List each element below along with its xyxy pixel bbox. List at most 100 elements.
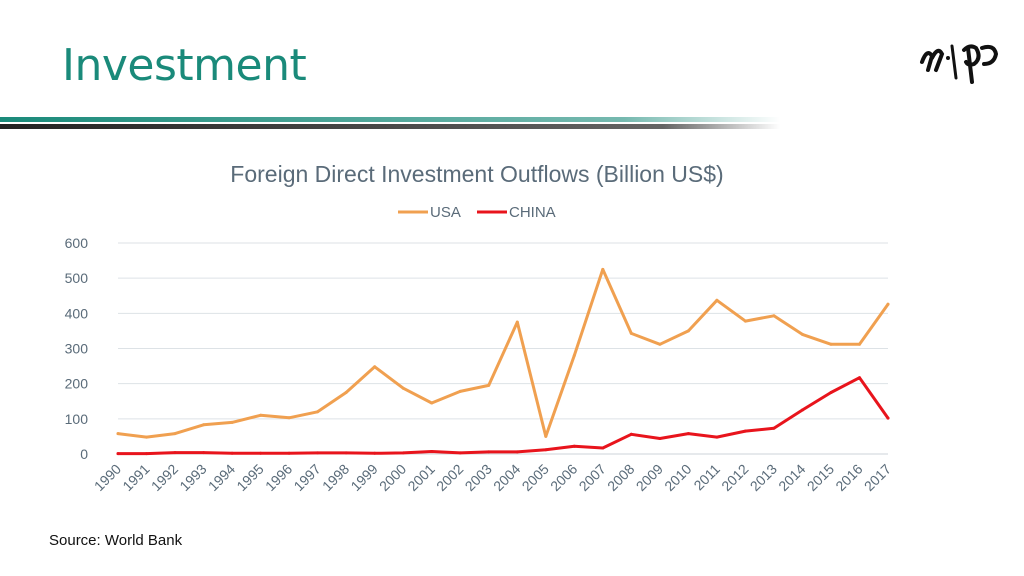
data-point-usa (800, 332, 804, 336)
data-point-china (116, 452, 120, 456)
x-tick-label: 2013 (747, 461, 780, 494)
data-point-usa (259, 413, 263, 417)
y-tick-label: 400 (65, 305, 89, 321)
x-tick-label: 1991 (119, 461, 152, 494)
x-tick-label: 2006 (547, 461, 580, 494)
data-point-china (173, 451, 177, 455)
x-tick-label: 1990 (91, 461, 124, 494)
fdi-outflows-chart: Foreign Direct Investment Outflows (Bill… (65, 161, 895, 494)
data-point-china (572, 444, 576, 448)
x-tick-label: 2005 (519, 461, 552, 494)
data-point-usa (344, 391, 348, 394)
data-point-usa (145, 435, 148, 439)
x-tick-label: 2017 (861, 461, 894, 494)
y-tick-label: 300 (65, 341, 89, 357)
data-point-china (515, 450, 519, 454)
x-tick-label: 2011 (690, 461, 723, 494)
data-point-usa (658, 342, 662, 346)
data-point-china (829, 391, 833, 394)
data-point-china (886, 416, 890, 420)
data-point-usa (629, 331, 633, 335)
data-point-china (259, 451, 263, 455)
data-point-usa (544, 434, 548, 438)
data-point-usa (572, 354, 576, 357)
x-tick-label: 1995 (233, 461, 266, 494)
x-tick-label: 1992 (148, 461, 181, 494)
data-point-china (743, 429, 747, 433)
x-tick-label: 2007 (576, 461, 609, 494)
data-point-usa (886, 302, 890, 306)
data-point-china (316, 451, 320, 455)
x-tick-label: 2016 (832, 461, 865, 494)
x-tick-label: 2004 (490, 461, 523, 494)
chart-title: Foreign Direct Investment Outflows (Bill… (230, 161, 723, 187)
data-point-china (715, 435, 719, 439)
y-tick-label: 500 (65, 270, 89, 286)
data-point-usa (743, 319, 747, 323)
data-point-china (686, 432, 690, 436)
x-tick-label: 1993 (176, 461, 209, 494)
data-point-usa (487, 383, 491, 387)
data-point-china (544, 448, 548, 452)
legend-label-china: CHINA (509, 204, 556, 221)
x-tick-label: 1999 (347, 461, 380, 494)
y-tick-label: 0 (80, 446, 88, 462)
data-point-china (629, 432, 633, 436)
data-point-usa (715, 298, 719, 302)
x-tick-label: 2000 (376, 461, 409, 494)
data-point-usa (287, 416, 291, 420)
data-point-china (373, 451, 377, 455)
y-tick-label: 200 (65, 376, 89, 392)
data-point-usa (116, 432, 120, 436)
series-line-usa (116, 267, 890, 439)
series-line-china (116, 376, 890, 456)
data-point-usa (858, 342, 861, 346)
x-tick-label: 2001 (404, 461, 437, 494)
x-tick-label: 2002 (433, 461, 466, 494)
data-point-usa (772, 314, 776, 318)
data-point-china (658, 437, 662, 440)
slide-title: Investment (62, 40, 307, 91)
data-point-china (601, 446, 605, 450)
data-point-china (458, 451, 462, 455)
x-tick-label: 1994 (205, 461, 238, 494)
data-point-china (430, 450, 434, 453)
data-point-usa (601, 267, 605, 271)
data-point-usa (316, 410, 320, 414)
data-point-usa (202, 423, 206, 427)
y-tick-label: 100 (65, 411, 89, 427)
source-note: Source: World Bank (49, 532, 183, 549)
title-divider (0, 117, 780, 129)
data-point-usa (401, 386, 405, 390)
x-tick-label: 2015 (804, 461, 837, 494)
data-point-china (858, 376, 861, 380)
x-tick-label: 2008 (604, 461, 637, 494)
data-point-china (230, 451, 234, 455)
x-tick-label: 2009 (633, 461, 666, 494)
x-tick-label: 2014 (775, 461, 808, 494)
data-point-usa (173, 432, 177, 436)
data-point-china (487, 450, 491, 454)
x-tick-label: 2010 (661, 461, 694, 494)
data-point-usa (515, 320, 519, 324)
data-point-usa (230, 420, 234, 424)
x-tick-label: 1996 (262, 461, 295, 494)
x-tick-label: 2003 (462, 461, 495, 494)
data-point-china (145, 452, 148, 456)
brand-logo (920, 44, 999, 84)
data-point-china (800, 408, 804, 412)
data-point-china (287, 451, 291, 455)
data-point-china (202, 451, 206, 455)
data-point-china (772, 426, 776, 430)
legend-label-usa: USA (430, 204, 461, 221)
data-point-usa (458, 389, 462, 393)
data-point-usa (686, 329, 690, 333)
data-point-usa (373, 365, 377, 369)
data-point-china (344, 451, 348, 455)
data-point-usa (430, 401, 434, 405)
y-tick-label: 600 (65, 235, 89, 251)
x-tick-label: 1998 (319, 461, 352, 494)
data-point-china (401, 451, 405, 455)
data-point-usa (829, 342, 833, 346)
x-tick-label: 1997 (290, 461, 323, 494)
